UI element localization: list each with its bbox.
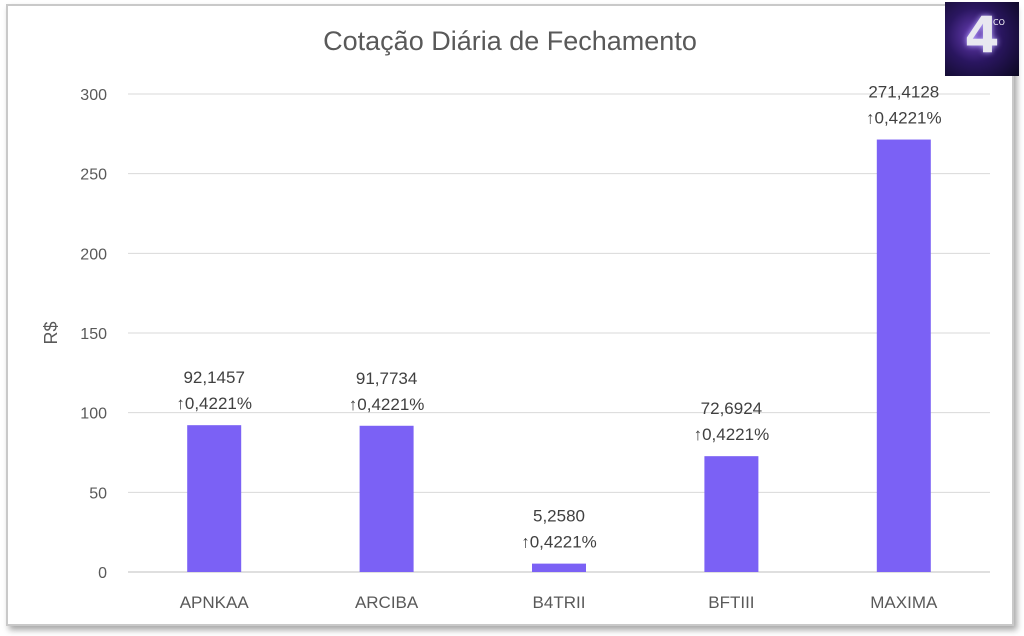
y-tick-label: 300 <box>80 87 107 104</box>
chart-title: Cotação Diária de Fechamento <box>323 26 697 56</box>
bar <box>187 425 242 572</box>
y-tick-label: 200 <box>80 246 107 263</box>
logo-superscript: CO <box>993 18 1005 27</box>
data-label-change: ↑0,4221% <box>866 109 942 128</box>
data-label-value: 5,2580 <box>533 507 585 526</box>
data-label-change: ↑0,4221% <box>176 394 252 413</box>
data-labels: 92,1457 ↑0,4221% 91,7734 ↑0,4221% 5,2580 ↑0,4… <box>176 83 941 552</box>
bar <box>876 139 931 572</box>
x-tick-label: BFTIII <box>708 593 754 612</box>
x-tick-label: APNKAA <box>180 593 250 612</box>
x-tick-label: ARCIBA <box>355 593 419 612</box>
y-tick-label: 50 <box>89 485 107 502</box>
y-tick-label: 0 <box>98 565 107 582</box>
data-label-value: 92,1457 <box>183 368 244 387</box>
chart-frame <box>6 4 1014 626</box>
bars <box>187 139 931 572</box>
data-label-value: 91,7734 <box>356 369 417 388</box>
x-axis-categories: APNKAA ARCIBA B4TRII BFTIII MAXIMA <box>180 593 938 612</box>
bar <box>532 563 586 572</box>
bar <box>359 425 414 572</box>
y-axis-label: R$ <box>41 321 61 344</box>
b4-logo-icon: 4 CO <box>945 2 1019 76</box>
data-label-change: ↑0,4221% <box>521 533 597 552</box>
x-tick-label: B4TRII <box>533 593 586 612</box>
data-label-change: ↑0,4221% <box>694 425 770 444</box>
y-tick-label: 250 <box>80 167 107 184</box>
bar <box>704 456 759 572</box>
x-tick-label: MAXIMA <box>870 593 938 612</box>
logo-digit: 4 <box>964 6 1000 64</box>
data-label-value: 271,4128 <box>868 83 939 102</box>
y-tick-label: 150 <box>80 326 107 343</box>
gridlines <box>128 93 990 573</box>
y-axis-ticks: 0 50 100 150 200 250 300 <box>80 87 107 582</box>
data-label-change: ↑0,4221% <box>349 395 425 414</box>
data-label-value: 72,6924 <box>701 399 762 418</box>
y-tick-label: 100 <box>80 406 107 423</box>
